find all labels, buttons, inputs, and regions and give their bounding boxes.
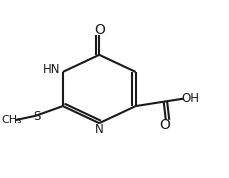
Text: HN: HN <box>43 63 60 76</box>
Text: O: O <box>159 118 169 132</box>
Text: N: N <box>94 123 103 136</box>
Text: CH₃: CH₃ <box>1 115 22 125</box>
Text: O: O <box>93 23 104 37</box>
Text: S: S <box>33 110 40 123</box>
Text: OH: OH <box>180 92 198 105</box>
